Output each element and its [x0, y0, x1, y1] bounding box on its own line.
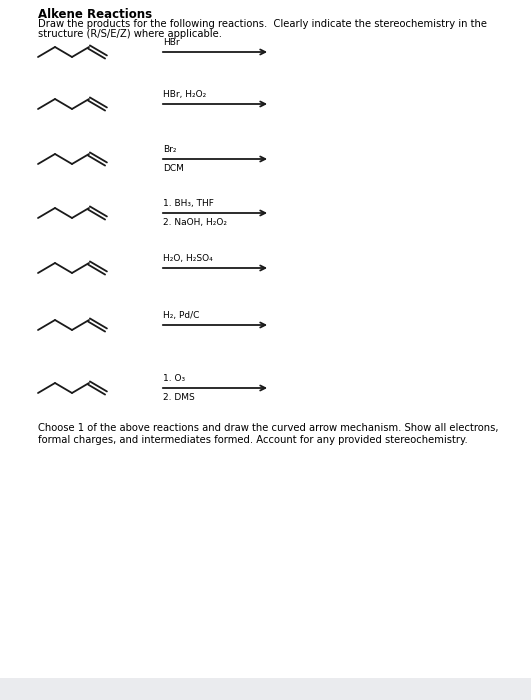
Text: structure (R/S/E/Z) where applicable.: structure (R/S/E/Z) where applicable. — [38, 29, 222, 39]
Text: H₂, Pd/C: H₂, Pd/C — [163, 311, 199, 320]
Text: 2. DMS: 2. DMS — [163, 393, 195, 402]
Text: H₂O, H₂SO₄: H₂O, H₂SO₄ — [163, 254, 213, 263]
Text: Br₂: Br₂ — [163, 145, 176, 154]
Text: HBr: HBr — [163, 38, 179, 47]
Text: DCM: DCM — [163, 164, 184, 173]
Text: Draw the products for the following reactions.  Clearly indicate the stereochemi: Draw the products for the following reac… — [38, 19, 487, 29]
Text: 2. NaOH, H₂O₂: 2. NaOH, H₂O₂ — [163, 218, 227, 227]
Text: 1. O₃: 1. O₃ — [163, 374, 185, 383]
Bar — [0, 678, 531, 700]
Text: 1. BH₃, THF: 1. BH₃, THF — [163, 199, 214, 208]
Text: Choose 1 of the above reactions and draw the curved arrow mechanism. Show all el: Choose 1 of the above reactions and draw… — [38, 423, 499, 433]
Text: Alkene Reactions: Alkene Reactions — [38, 8, 152, 21]
Text: HBr, H₂O₂: HBr, H₂O₂ — [163, 90, 206, 99]
Text: formal charges, and intermediates formed. Account for any provided stereochemist: formal charges, and intermediates formed… — [38, 435, 468, 445]
